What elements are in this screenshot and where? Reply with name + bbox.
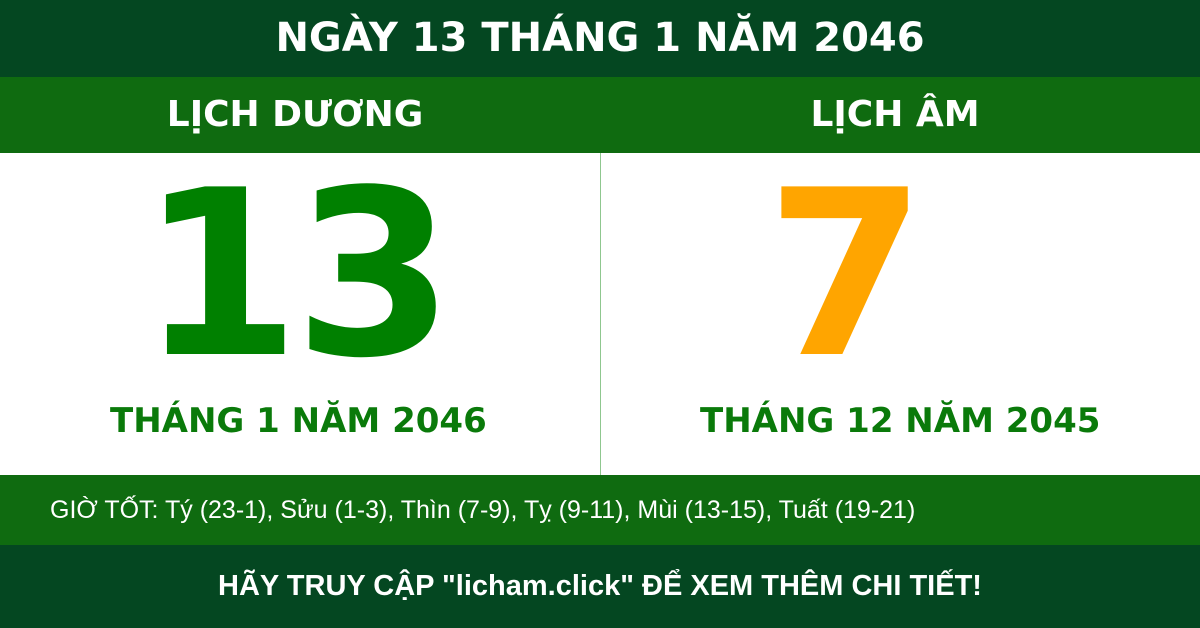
solar-month-year: THÁNG 1 NĂM 2046	[110, 401, 487, 441]
lunar-header: LỊCH ÂM	[810, 94, 980, 135]
lunar-panel: 7 THÁNG 12 NĂM 2045	[601, 153, 1200, 475]
calendar-headers: LỊCH DƯƠNG LỊCH ÂM	[0, 77, 1200, 153]
footer-cta: HÃY TRUY CẬP "licham.click" ĐỂ XEM THÊM …	[0, 545, 1200, 628]
good-hours: GIỜ TỐT: Tý (23-1), Sửu (1-3), Thìn (7-9…	[0, 475, 1200, 545]
lunar-month-year: THÁNG 12 NĂM 2045	[700, 401, 1101, 441]
page-title: NGÀY 13 THÁNG 1 NĂM 2046	[0, 0, 1200, 77]
divider	[600, 153, 601, 475]
solar-panel: 13 THÁNG 1 NĂM 2046	[0, 153, 600, 475]
lunar-day: 7	[766, 153, 926, 409]
solar-day: 13	[140, 153, 454, 409]
solar-header: LỊCH DƯƠNG	[166, 94, 424, 135]
